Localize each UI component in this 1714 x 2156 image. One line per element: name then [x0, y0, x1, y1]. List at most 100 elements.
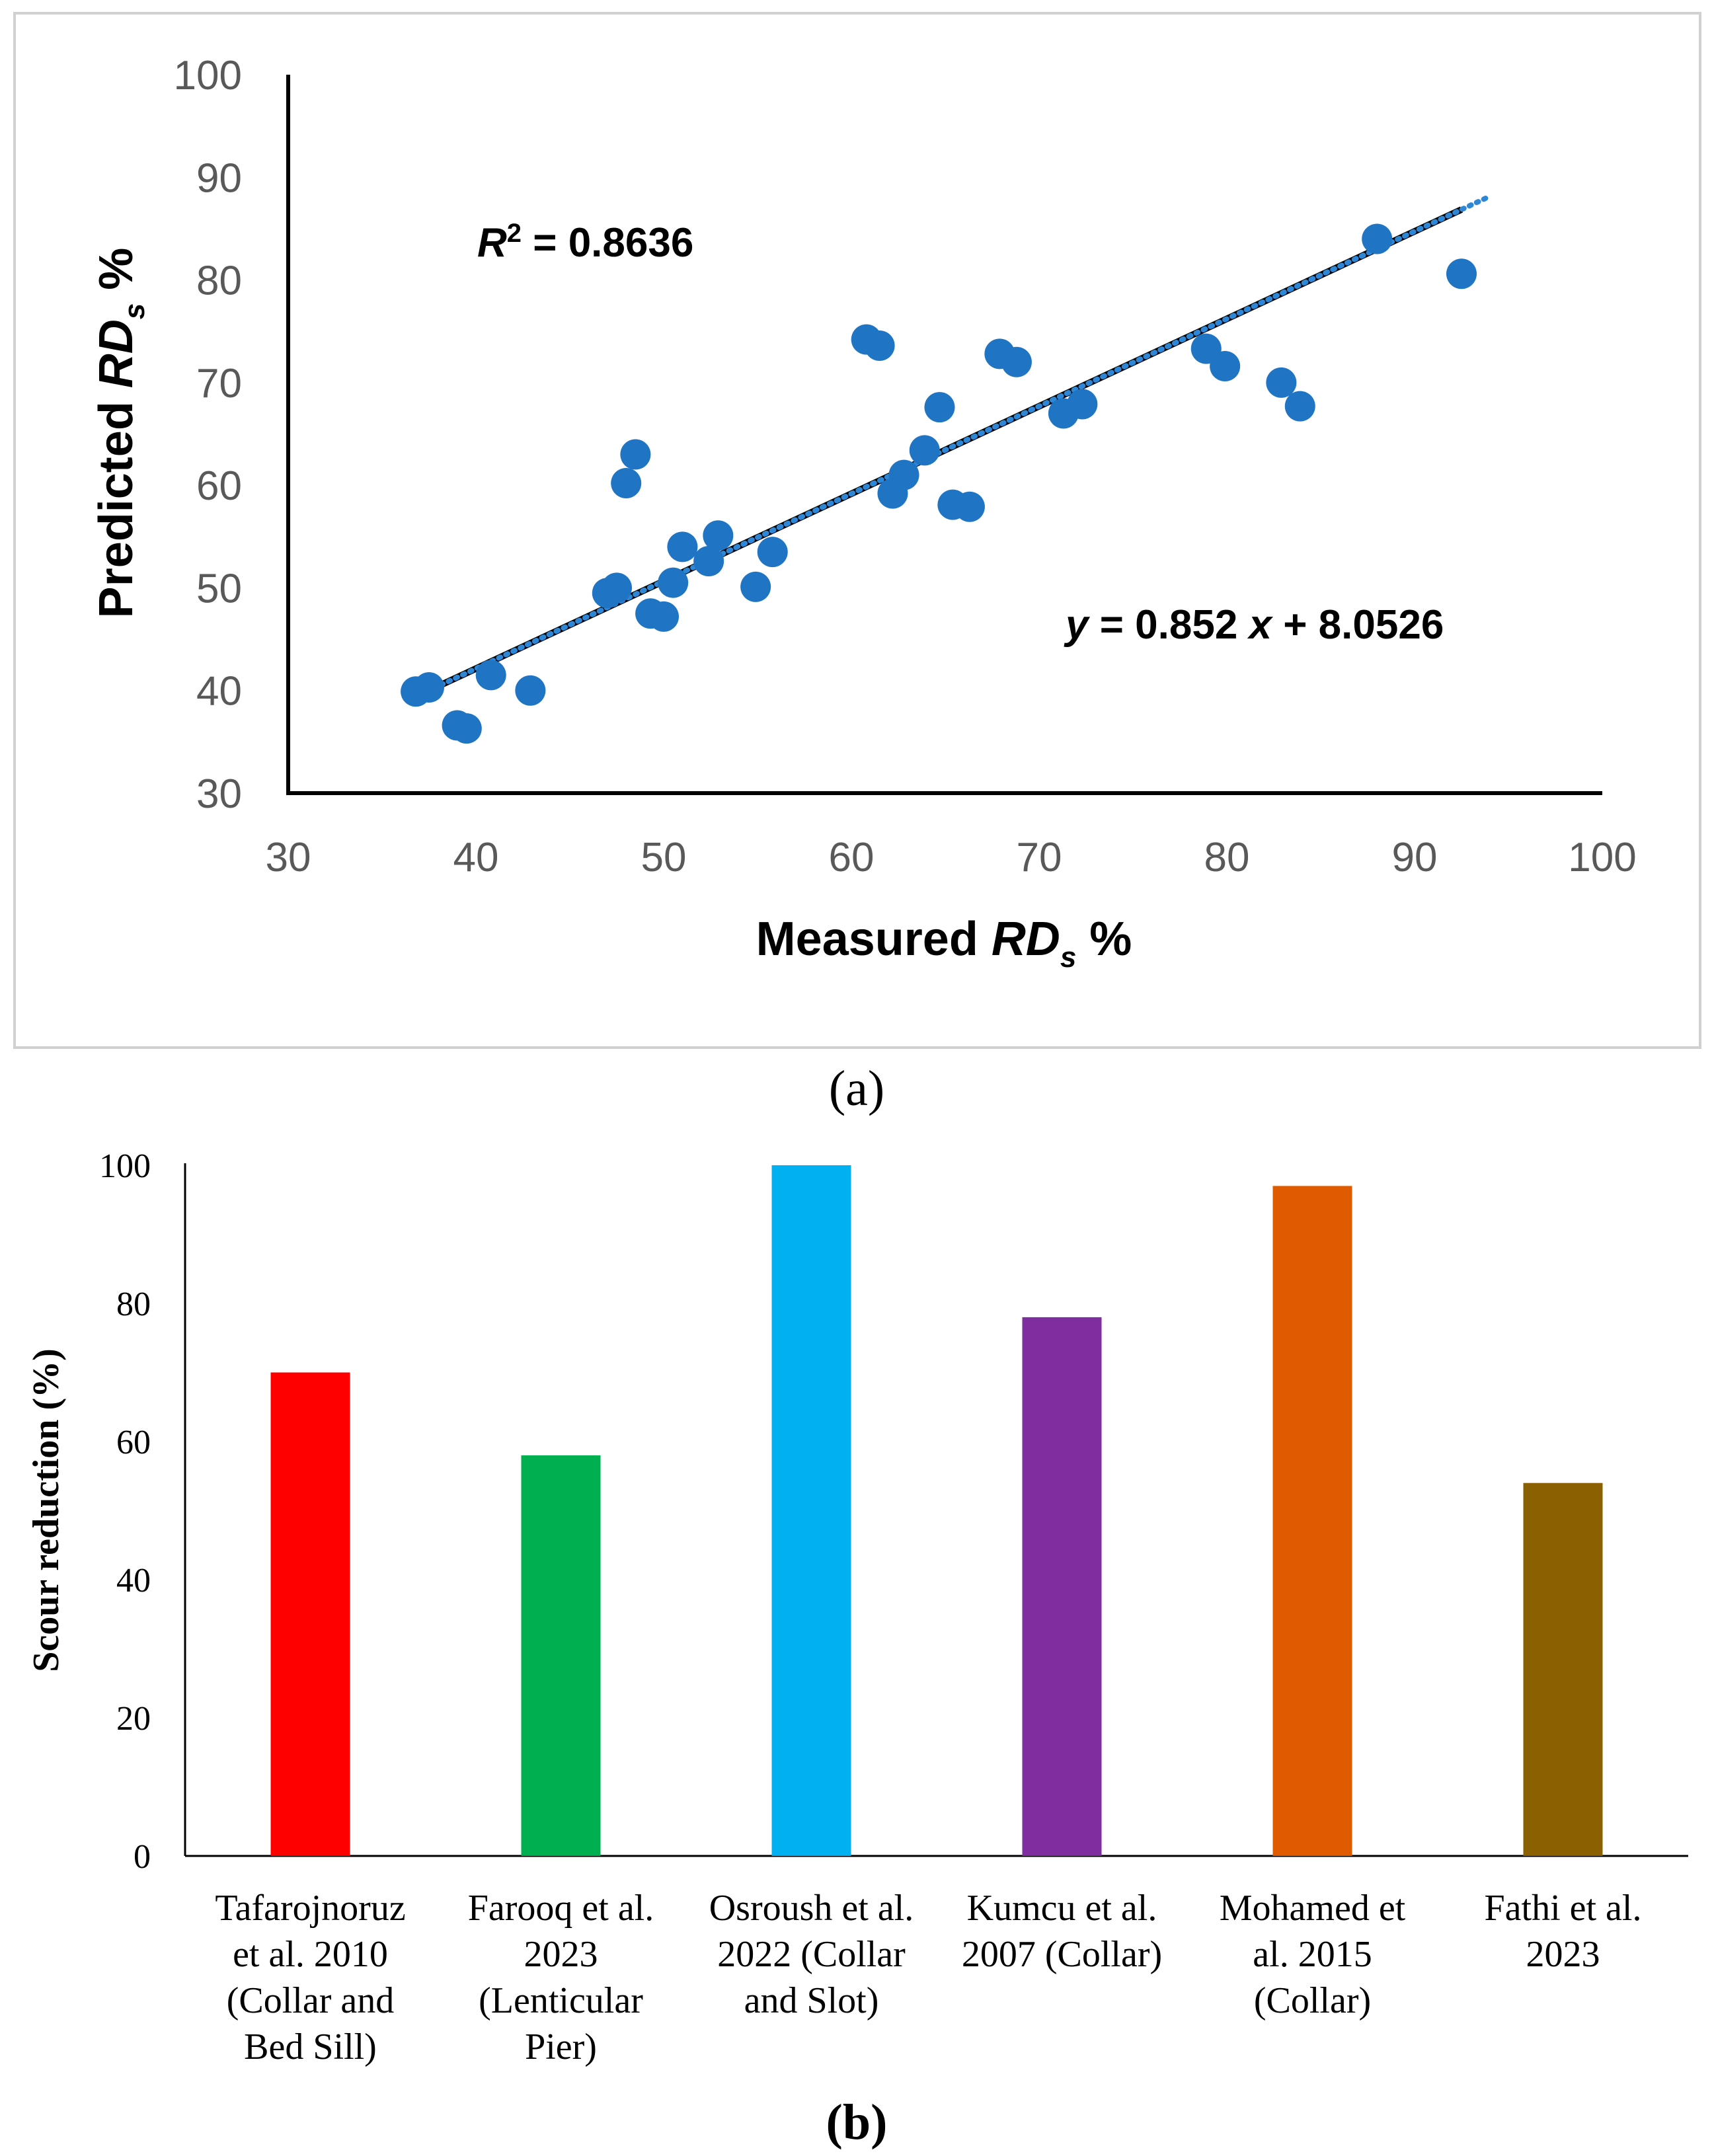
bar-category-2: Osroush et al. 2022 (Collar and Slot) [709, 1888, 914, 2021]
bar-category-0-line-0: Tafarojnoruz [215, 1888, 405, 1929]
bar-0 [270, 1372, 350, 1856]
scatter-point-3 [451, 713, 482, 744]
bar-category-4-line-1: al. 2015 [1253, 1934, 1372, 1975]
scatter-panel-frame [13, 12, 1701, 1049]
scatter-point-9 [620, 439, 651, 470]
bar-category-labels: Tafarojnoruz et al. 2010 (Collar and Bed Si… [215, 1888, 1641, 2067]
scatter-point-1 [414, 672, 444, 703]
scatter-x-tick-0: 30 [266, 835, 311, 880]
trendline-dotted [416, 194, 1493, 698]
bar-category-4-line-0: Mohamed et [1220, 1888, 1406, 1929]
scatter-x-tick-4: 70 [1017, 835, 1062, 880]
scatter-x-tick-labels: 30 40 50 60 70 80 90 100 [266, 835, 1637, 880]
bar-category-1-line-3: Pier) [525, 2026, 597, 2067]
scatter-trendline [416, 194, 1493, 698]
scatter-point-16 [740, 571, 771, 602]
y-title-italic: RD [90, 319, 143, 388]
bar-category-3-line-1: 2007 (Collar) [962, 1934, 1162, 1975]
scatter-y-tick-3: 60 [196, 463, 242, 509]
scatter-point-22 [909, 435, 940, 466]
scatter-point-31 [1210, 351, 1241, 382]
scatter-point-15 [703, 520, 734, 551]
bar-y-tick-0: 0 [134, 1838, 151, 1876]
scatter-x-axis-title: Measured RDs % [756, 913, 1132, 974]
bar-category-1: Farooq et al. 2023 (Lenticular Pier) [468, 1888, 654, 2067]
panel-label-b: (b) [826, 2095, 888, 2150]
x-title-main: Measured [756, 913, 992, 966]
scatter-point-32 [1266, 367, 1297, 398]
eq-y: y [1064, 602, 1091, 648]
bar-y-tick-1: 20 [116, 1700, 151, 1738]
bar-chart: 0 20 40 60 80 100 Tafarojnoruz et al. 2010 (Col… [26, 1147, 1688, 2067]
bar-category-0-line-3: Bed Sill) [244, 2026, 377, 2067]
bar-y-tick-2: 40 [116, 1562, 151, 1599]
bar-2 [771, 1165, 851, 1856]
bar-category-1-line-1: 2023 [524, 1934, 598, 1975]
scatter-y-tick-1: 40 [196, 669, 242, 714]
bar-5 [1523, 1482, 1603, 1856]
x-title-italic: RD [992, 913, 1060, 966]
bar-category-0-line-2: (Collar and [227, 1980, 394, 2021]
y-title-tail: % [90, 248, 143, 303]
bar-category-2-line-1: 2022 (Collar [717, 1934, 906, 1975]
x-title-tail: % [1076, 913, 1132, 966]
scatter-point-17 [757, 537, 788, 568]
panel-label-a: (a) [829, 1061, 884, 1116]
bar-3 [1022, 1317, 1102, 1856]
scatter-point-29 [1067, 389, 1098, 420]
bar-4 [1272, 1186, 1352, 1856]
x-title-subscript: s [1060, 941, 1076, 974]
regression-equation: y = 0.852 x + 8.0526 [1064, 602, 1444, 648]
bar-category-5-line-1: 2023 [1526, 1934, 1600, 1975]
y-title-main: Predicted [90, 388, 143, 618]
scatter-x-tick-7: 100 [1568, 835, 1636, 880]
r2-value: = 0.8636 [522, 220, 693, 266]
scatter-point-21 [888, 459, 919, 490]
scatter-x-tick-6: 90 [1392, 835, 1438, 880]
r-squared-annotation: R2 = 0.8636 [477, 219, 693, 266]
bar-category-1-line-2: (Lenticular [479, 1980, 643, 2021]
scatter-point-13 [667, 531, 698, 562]
bar-category-3-line-0: Kumcu et al. [967, 1888, 1157, 1929]
scatter-y-tick-labels: 30 40 50 60 70 80 90 100 [174, 53, 242, 817]
scatter-y-tick-4: 70 [196, 361, 242, 406]
bar-y-tick-5: 100 [99, 1147, 151, 1185]
scatter-y-tick-2: 50 [196, 566, 242, 611]
scatter-point-27 [1001, 346, 1032, 377]
y-title-subscript: s [118, 303, 151, 319]
bar-category-2-line-2: and Slot) [744, 1980, 879, 2021]
scatter-point-5 [515, 675, 546, 706]
bar-category-1-line-0: Farooq et al. [468, 1888, 654, 1929]
scatter-point-8 [611, 468, 642, 499]
scatter-y-tick-7: 100 [174, 53, 242, 98]
eq-slope: = 0.852 [1088, 602, 1249, 648]
scatter-point-23 [924, 392, 955, 423]
scatter-point-35 [1446, 258, 1477, 289]
bar-category-2-line-0: Osroush et al. [709, 1888, 914, 1929]
r2-symbol: R [477, 220, 507, 266]
scatter-x-tick-5: 80 [1204, 835, 1250, 880]
bar-category-0: Tafarojnoruz et al. 2010 (Collar and Bed Si… [215, 1888, 405, 2067]
scatter-y-tick-5: 80 [196, 258, 242, 304]
scatter-point-14 [693, 546, 724, 577]
eq-intercept: + 8.0526 [1272, 602, 1444, 648]
scatter-point-4 [475, 660, 506, 691]
scatter-point-34 [1362, 223, 1393, 254]
bar-category-3: Kumcu et al. 2007 (Collar) [962, 1888, 1162, 1975]
scatter-point-33 [1284, 391, 1315, 422]
eq-x: x [1247, 602, 1274, 648]
scatter-y-axis-title: Predicted RDs % [90, 248, 151, 619]
bar-category-4: Mohamed et al. 2015 (Collar) [1220, 1888, 1406, 2021]
bar-category-4-line-2: (Collar) [1254, 1980, 1371, 2021]
bar-category-0-line-1: et al. 2010 [233, 1934, 388, 1975]
bar-y-tick-labels: 0 20 40 60 80 100 [99, 1147, 151, 1876]
scatter-y-tick-0: 30 [196, 771, 242, 817]
r2-superscript: 2 [507, 219, 522, 248]
scatter-chart: 30 40 50 60 70 80 90 100 30 40 50 60 70 80 90 100 R2 =… [90, 53, 1637, 974]
scatter-y-tick-6: 90 [196, 155, 242, 201]
bar-category-5-line-0: Fathi et al. [1485, 1888, 1642, 1929]
bar-1 [521, 1455, 601, 1856]
scatter-x-tick-1: 40 [453, 835, 499, 880]
scatter-points [401, 223, 1477, 744]
